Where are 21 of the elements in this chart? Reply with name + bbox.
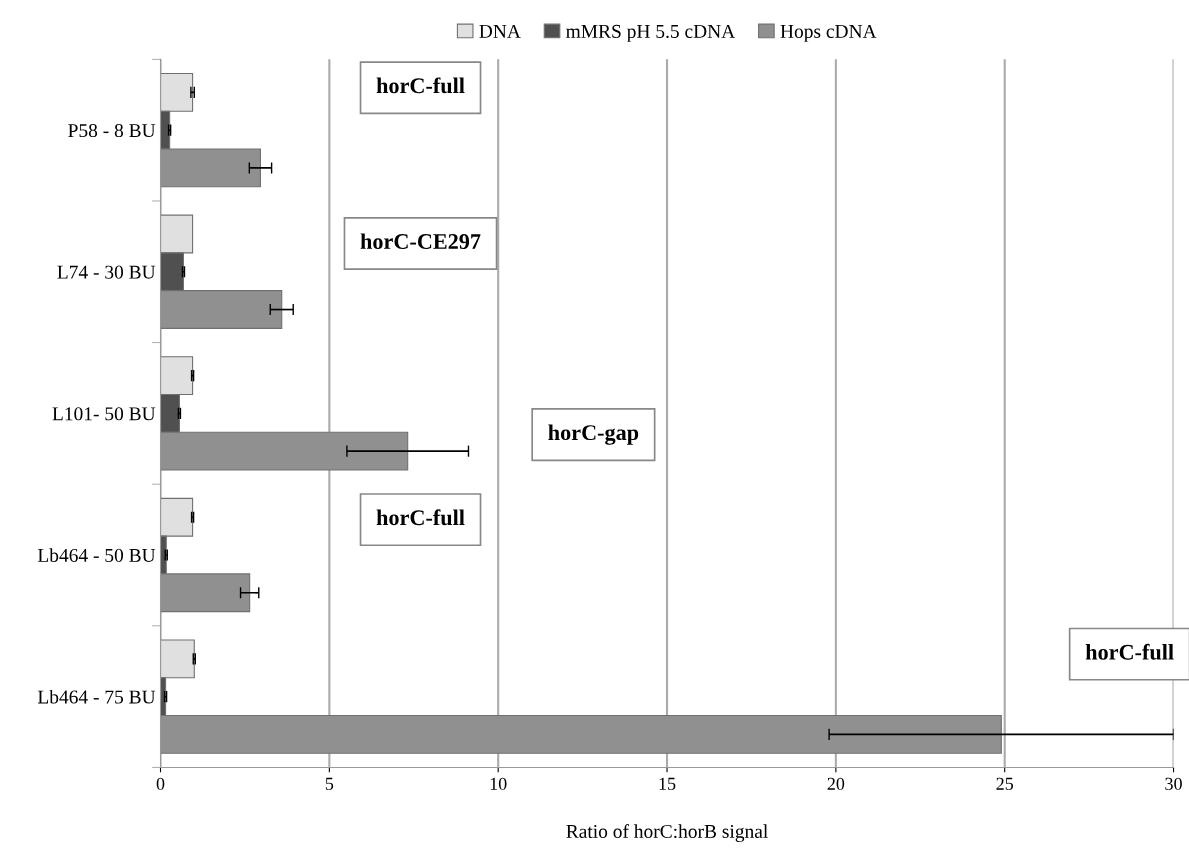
x-tick-label: 0 bbox=[156, 777, 165, 790]
x-tick-label: 10 bbox=[490, 777, 507, 790]
x-tick-label: 25 bbox=[996, 777, 1014, 790]
x-tick-label: 30 bbox=[1165, 777, 1182, 790]
annotation: horC-CE297 bbox=[360, 233, 481, 250]
annotation: horC-full bbox=[376, 509, 465, 526]
legend-label: mMRS pH 5.5 cDNA bbox=[566, 24, 736, 42]
x-tick-label: 5 bbox=[325, 777, 334, 790]
legend-label: DNA bbox=[479, 24, 521, 38]
y-tick-label: Lb464 - 50 BU bbox=[37, 548, 156, 562]
x-tick-label: 15 bbox=[659, 777, 676, 790]
y-tick-label: L101- 50 BU bbox=[52, 407, 156, 421]
x-axis-title: Ratio of horC:horB signal bbox=[566, 824, 768, 842]
y-tick-label: P58 - 8 BU bbox=[68, 123, 156, 138]
annotation: horC-gap bbox=[548, 424, 639, 445]
annotation: horC-full bbox=[376, 77, 465, 94]
x-tick-label: 20 bbox=[827, 777, 845, 790]
y-tick-label: L74 - 30 BU bbox=[57, 265, 156, 279]
legend-label: Hops cDNA bbox=[780, 24, 877, 42]
y-tick-label: Lb464 - 75 BU bbox=[37, 689, 156, 704]
annotation: horC-full bbox=[1085, 643, 1174, 660]
